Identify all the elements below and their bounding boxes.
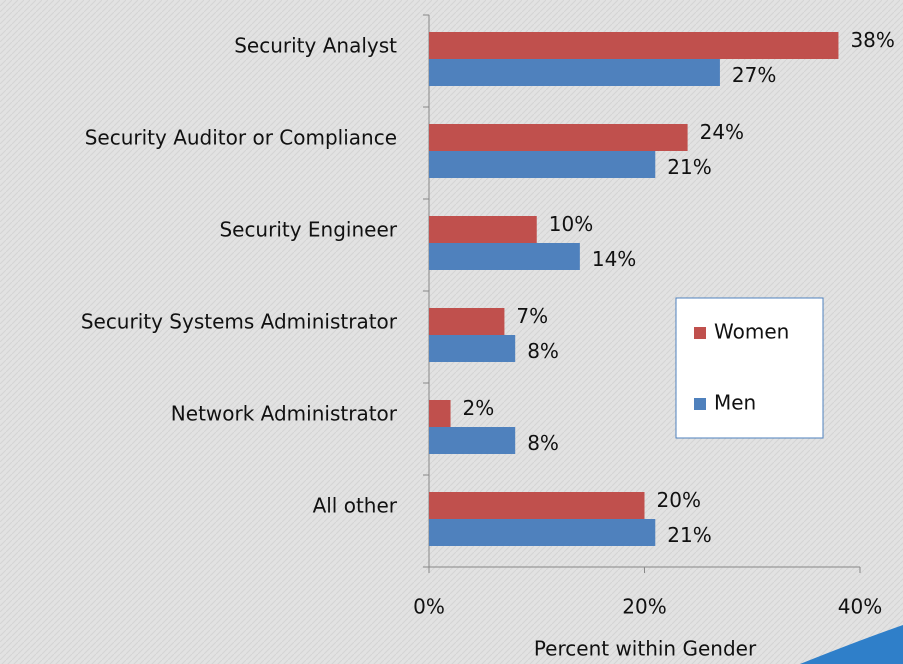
data-label: 14% (592, 247, 636, 271)
bar (429, 124, 688, 151)
bar (429, 492, 645, 519)
bar (429, 59, 720, 86)
bar (429, 151, 656, 178)
y-tick-label: Security Engineer (219, 218, 397, 242)
data-label: 27% (732, 63, 776, 87)
decoration (800, 625, 903, 664)
data-label: 21% (667, 523, 711, 547)
x-tick-label: 20% (622, 595, 666, 619)
y-tick-label: Network Administrator (171, 402, 398, 426)
data-label: 8% (527, 431, 559, 455)
legend-swatch (694, 327, 706, 339)
x-axis-title: Percent within Gender (534, 637, 757, 661)
y-tick-label: Security Auditor or Compliance (85, 126, 397, 150)
bar (429, 32, 839, 59)
bar (429, 519, 656, 546)
x-tick-label: 40% (838, 595, 882, 619)
data-label: 38% (850, 28, 894, 52)
legend-label: Men (714, 391, 756, 415)
data-label: 7% (516, 304, 548, 328)
x-tick-label: 0% (413, 595, 445, 619)
bar (429, 335, 516, 362)
legend-label: Women (714, 320, 789, 344)
bar (429, 400, 451, 427)
legend-swatch (694, 398, 706, 410)
y-tick-label: All other (313, 494, 398, 518)
data-label: 20% (657, 488, 701, 512)
y-tick-label: Security Analyst (234, 34, 397, 58)
bar (429, 427, 516, 454)
legend-box (675, 297, 824, 439)
data-label: 10% (549, 212, 593, 236)
bar (429, 216, 537, 243)
bar (429, 243, 580, 270)
bar (429, 308, 505, 335)
data-label: 24% (700, 120, 744, 144)
data-label: 8% (527, 339, 559, 363)
data-label: 2% (463, 396, 495, 420)
y-tick-label: Security Systems Administrator (81, 310, 398, 334)
data-label: 21% (667, 155, 711, 179)
